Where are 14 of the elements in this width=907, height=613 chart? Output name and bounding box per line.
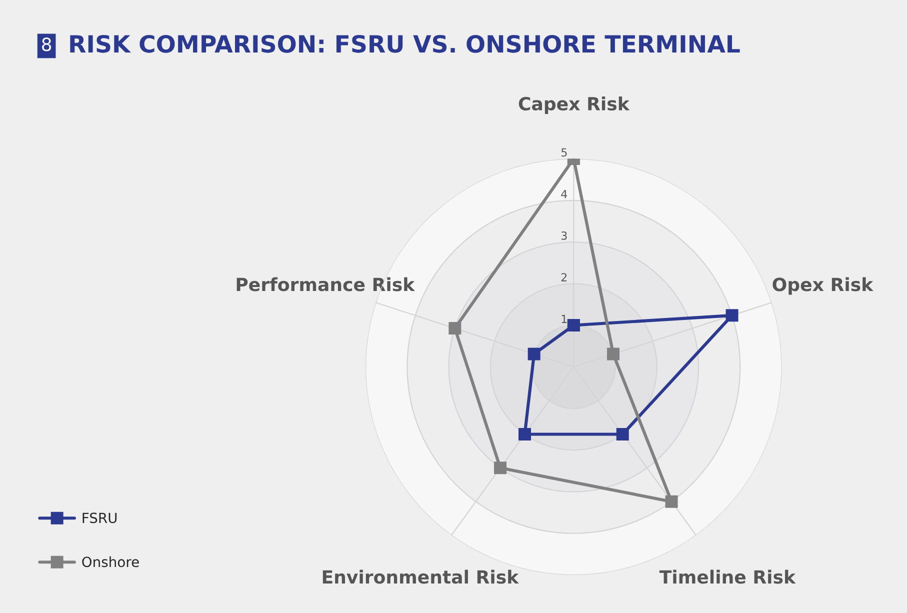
spoke-label: Environmental Risk bbox=[322, 570, 519, 584]
legend-label: Onshore bbox=[82, 556, 139, 568]
y-tick-label: 1 bbox=[562, 314, 567, 323]
spoke-label: Capex Risk bbox=[518, 96, 630, 114]
spoke-label: Timeline Risk bbox=[659, 570, 796, 584]
y-tick-label: 3 bbox=[561, 231, 567, 240]
text: 8 bbox=[42, 38, 52, 52]
chart-title: RISK COMPARISON: FSRU VS. ONSHORE TERMINAL bbox=[70, 34, 740, 53]
y-tick-label: 5 bbox=[561, 148, 567, 157]
spoke-label: Performance Risk bbox=[236, 277, 415, 292]
y-tick-label: 2 bbox=[561, 273, 567, 282]
y-tick-label: 4 bbox=[561, 190, 568, 198]
legend-label: FSRU bbox=[82, 512, 117, 524]
spoke-label: Opex Risk bbox=[772, 277, 874, 295]
